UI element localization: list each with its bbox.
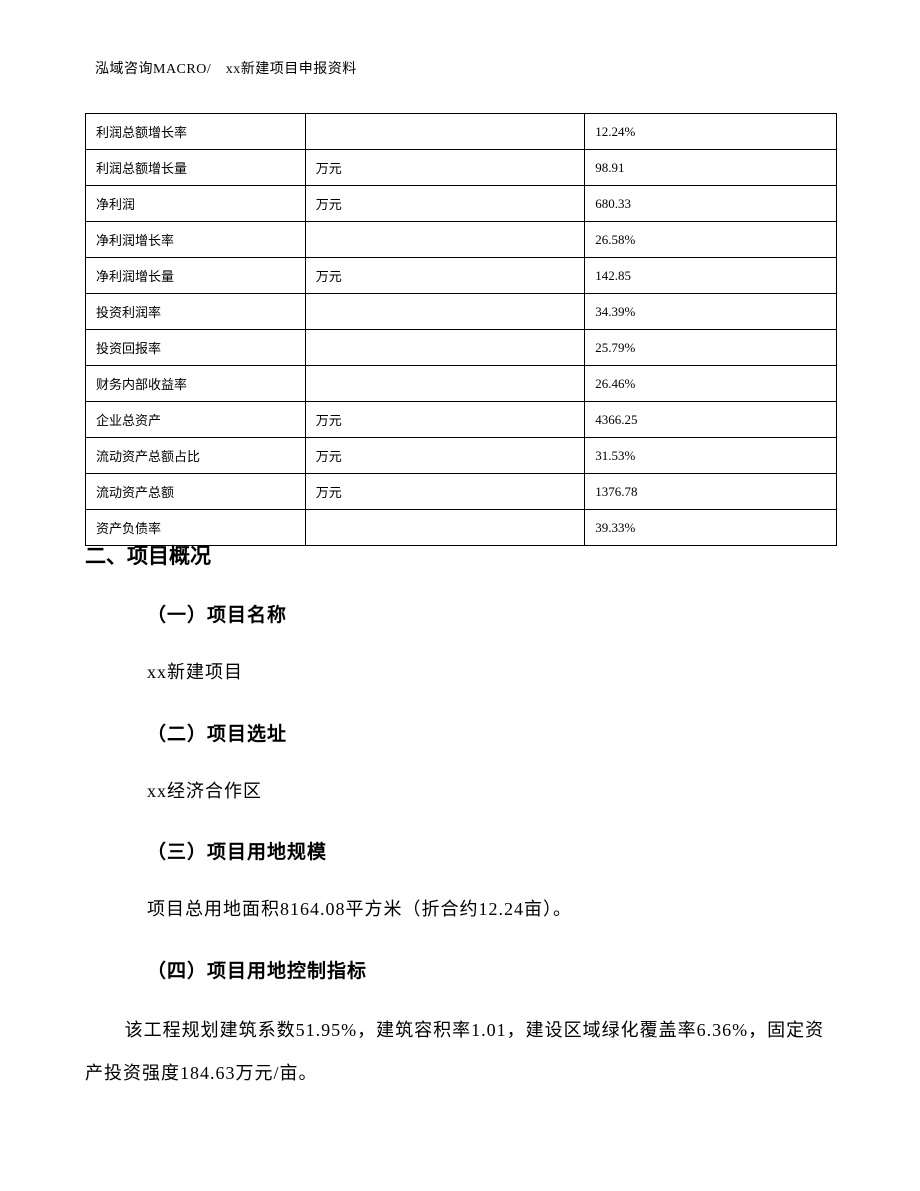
cell-value: 4366.25 <box>585 402 837 438</box>
cell-unit: 万元 <box>305 150 585 186</box>
cell-label: 投资利润率 <box>86 294 306 330</box>
table-row: 利润总额增长率 12.24% <box>86 114 837 150</box>
cell-label: 利润总额增长率 <box>86 114 306 150</box>
cell-label: 利润总额增长量 <box>86 150 306 186</box>
body-text-1: xx新建项目 <box>147 653 837 693</box>
sub-heading-3: （三）项目用地规模 <box>147 837 837 864</box>
cell-value: 12.24% <box>585 114 837 150</box>
cell-value: 26.46% <box>585 366 837 402</box>
cell-unit: 万元 <box>305 186 585 222</box>
cell-value: 25.79% <box>585 330 837 366</box>
table-row: 财务内部收益率 26.46% <box>86 366 837 402</box>
sub-heading-2: （二）项目选址 <box>147 719 837 746</box>
table-row: 流动资产总额占比 万元 31.53% <box>86 438 837 474</box>
cell-unit <box>305 294 585 330</box>
table-row: 企业总资产 万元 4366.25 <box>86 402 837 438</box>
table-row: 净利润 万元 680.33 <box>86 186 837 222</box>
header-text: 泓域咨询MACRO/ xx新建项目申报资料 <box>95 62 357 77</box>
sub-heading-4: （四）项目用地控制指标 <box>147 956 837 983</box>
financial-table: 利润总额增长率 12.24% 利润总额增长量 万元 98.91 净利润 万元 6… <box>85 113 837 546</box>
cell-value: 1376.78 <box>585 474 837 510</box>
cell-unit: 万元 <box>305 258 585 294</box>
table-row: 净利润增长率 26.58% <box>86 222 837 258</box>
cell-label: 流动资产总额 <box>86 474 306 510</box>
cell-value: 98.91 <box>585 150 837 186</box>
cell-unit: 万元 <box>305 402 585 438</box>
cell-value: 31.53% <box>585 438 837 474</box>
cell-label: 企业总资产 <box>86 402 306 438</box>
section-heading: 二、项目概况 <box>85 540 837 570</box>
cell-unit: 万元 <box>305 438 585 474</box>
cell-unit <box>305 114 585 150</box>
body-text-4: 该工程规划建筑系数51.95%，建筑容积率1.01，建设区域绿化覆盖率6.36%… <box>85 1009 837 1095</box>
cell-unit <box>305 366 585 402</box>
cell-unit <box>305 222 585 258</box>
table-row: 投资利润率 34.39% <box>86 294 837 330</box>
cell-label: 净利润增长量 <box>86 258 306 294</box>
cell-label: 投资回报率 <box>86 330 306 366</box>
table-row: 投资回报率 25.79% <box>86 330 837 366</box>
table-body: 利润总额增长率 12.24% 利润总额增长量 万元 98.91 净利润 万元 6… <box>86 114 837 546</box>
cell-label: 流动资产总额占比 <box>86 438 306 474</box>
cell-value: 142.85 <box>585 258 837 294</box>
cell-value: 26.58% <box>585 222 837 258</box>
body-text-3: 项目总用地面积8164.08平方米（折合约12.24亩）。 <box>147 890 837 930</box>
body-text-2: xx经济合作区 <box>147 772 837 812</box>
page-header: 泓域咨询MACRO/ xx新建项目申报资料 <box>95 58 357 78</box>
sub-heading-1: （一）项目名称 <box>147 600 837 627</box>
table-row: 流动资产总额 万元 1376.78 <box>86 474 837 510</box>
cell-value: 680.33 <box>585 186 837 222</box>
cell-label: 财务内部收益率 <box>86 366 306 402</box>
content-section: 二、项目概况 （一）项目名称 xx新建项目 （二）项目选址 xx经济合作区 （三… <box>85 540 837 1105</box>
cell-label: 净利润增长率 <box>86 222 306 258</box>
cell-unit <box>305 330 585 366</box>
cell-unit: 万元 <box>305 474 585 510</box>
cell-label: 净利润 <box>86 186 306 222</box>
table-row: 利润总额增长量 万元 98.91 <box>86 150 837 186</box>
cell-value: 34.39% <box>585 294 837 330</box>
table-row: 净利润增长量 万元 142.85 <box>86 258 837 294</box>
